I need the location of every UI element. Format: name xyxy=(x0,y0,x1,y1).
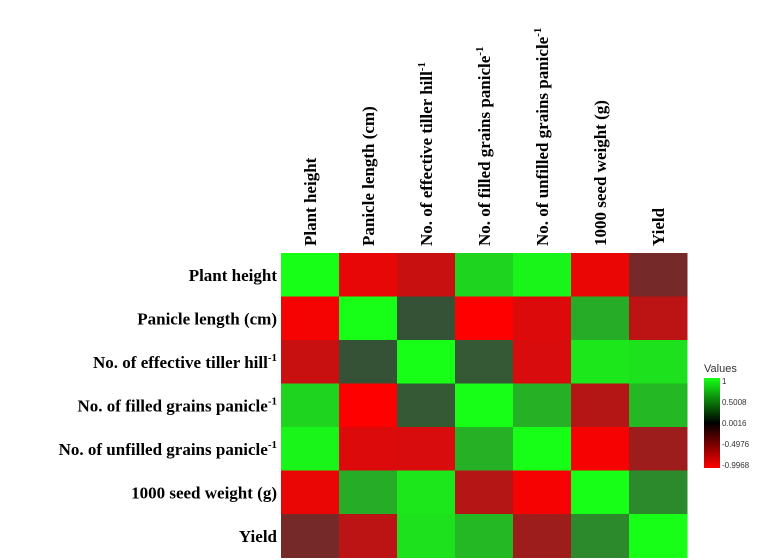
column-labels: Plant height Panicle length (cm) No. of ef… xyxy=(301,28,668,246)
heatmap-cell xyxy=(397,340,456,384)
heatmap-cell xyxy=(571,296,630,341)
heatmap-cell xyxy=(513,514,572,558)
heatmap-cell xyxy=(571,427,630,471)
row-label: No. of unfilled grains panicle-1 xyxy=(59,439,277,459)
heatmap-cell xyxy=(513,253,572,297)
heatmap-cell xyxy=(281,253,340,297)
heatmap-cell xyxy=(629,427,688,471)
column-label: No. of effective tiller hill-1 xyxy=(416,62,436,246)
heatmap-cell xyxy=(281,470,340,515)
heatmap-cell xyxy=(455,296,514,341)
heatmap-cell xyxy=(455,514,514,558)
column-label: No. of unfilled grains panicle-1 xyxy=(532,28,552,246)
heatmap-cell xyxy=(571,253,630,297)
heatmap-cell xyxy=(281,427,340,471)
legend-tick-label: 1 xyxy=(722,377,727,386)
heatmap-cell xyxy=(397,427,456,471)
legend: Values 1 0.5008 0.0016 -0.4976 -0.9968 xyxy=(704,363,750,470)
column-label: Panicle length (cm) xyxy=(359,106,378,246)
legend-tick-label: -0.9968 xyxy=(722,461,750,470)
heatmap-cell xyxy=(339,427,398,471)
heatmap-cell xyxy=(339,253,398,297)
heatmap-cell xyxy=(513,470,572,515)
legend-tick-label: -0.4976 xyxy=(722,440,750,449)
heatmap-cell xyxy=(397,514,456,558)
heatmap-cell xyxy=(281,383,340,428)
heatmap-cell xyxy=(571,340,630,384)
heatmap-cell xyxy=(455,383,514,428)
heatmap-cell xyxy=(397,470,456,515)
heatmap-cell xyxy=(629,340,688,384)
row-label: Panicle length (cm) xyxy=(137,309,277,328)
heatmap-cell xyxy=(571,383,630,428)
heatmap-cell xyxy=(629,383,688,428)
legend-tick-label: 0.0016 xyxy=(722,419,747,428)
row-labels: Plant height Panicle length (cm) No. of ef… xyxy=(59,266,278,546)
heatmap-cell xyxy=(629,296,688,341)
heatmap-cell xyxy=(339,340,398,384)
heatmap-cell xyxy=(281,296,340,341)
legend-color-bar xyxy=(704,378,720,468)
heatmap-cells xyxy=(281,253,688,558)
heatmap-cell xyxy=(513,383,572,428)
legend-tick-label: 0.5008 xyxy=(722,398,747,407)
heatmap-cell xyxy=(513,296,572,341)
heatmap-cell xyxy=(339,514,398,558)
row-label: No. of filled grains panicle-1 xyxy=(78,395,277,415)
heatmap-cell xyxy=(339,296,398,341)
heatmap-cell xyxy=(455,427,514,471)
heatmap-cell xyxy=(629,514,688,558)
heatmap-cell xyxy=(339,470,398,515)
column-label: No. of filled grains panicle-1 xyxy=(474,47,494,246)
heatmap-cell xyxy=(571,514,630,558)
legend-ticks: 1 0.5008 0.0016 -0.4976 -0.9968 xyxy=(722,377,750,470)
heatmap-cell xyxy=(397,296,456,341)
column-label: 1000 seed weight (g) xyxy=(591,100,610,246)
row-label: 1000 seed weight (g) xyxy=(131,483,277,502)
heatmap-cell xyxy=(571,470,630,515)
heatmap-cell xyxy=(513,427,572,471)
heatmap-cell xyxy=(455,340,514,384)
heatmap-cell xyxy=(397,253,456,297)
row-label: No. of effective tiller hill-1 xyxy=(93,352,277,372)
legend-title: Values xyxy=(704,363,737,375)
heatmap-cell xyxy=(629,253,688,297)
heatmap-cell xyxy=(281,340,340,384)
heatmap-cell xyxy=(455,253,514,297)
heatmap-cell xyxy=(397,383,456,428)
row-label: Yield xyxy=(239,527,278,546)
heatmap-cell xyxy=(513,340,572,384)
row-label: Plant height xyxy=(189,266,278,285)
heatmap-cell xyxy=(339,383,398,428)
column-label: Plant height xyxy=(301,157,320,246)
heatmap-cell xyxy=(629,470,688,515)
heatmap-cell xyxy=(281,514,340,558)
column-label: Yield xyxy=(649,207,668,246)
heatmap-cell xyxy=(455,470,514,515)
